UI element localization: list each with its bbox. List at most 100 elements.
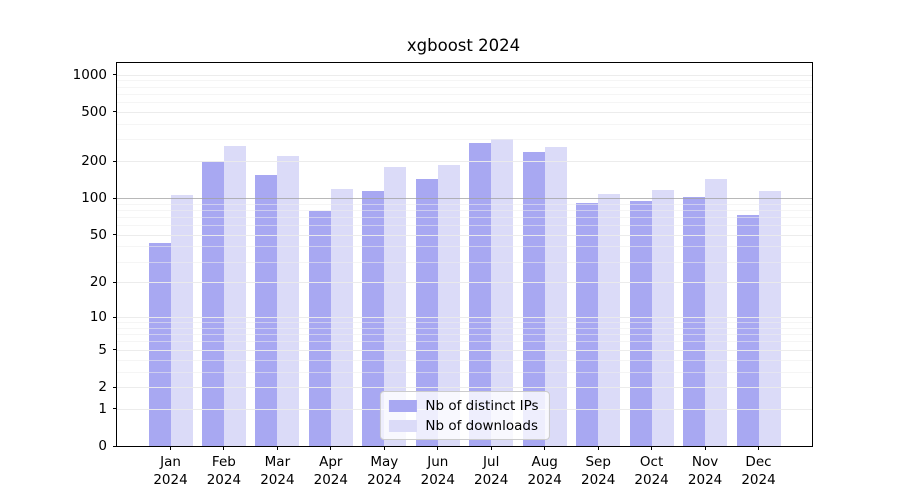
gridline-500 [117,111,812,113]
gridline-200 [117,161,812,162]
gridline-9 [117,322,812,324]
bar-nb-of-downloads-mar-2024 [277,156,300,446]
xtick-mark-jul-2024 [490,446,492,450]
gridline-10 [117,317,812,319]
gridline-900 [117,80,812,82]
gridline-70 [117,216,812,218]
ytick-mark-0 [113,445,117,447]
gridline-30 [117,261,812,263]
bar-nb-of-distinct-ips-nov-2024 [683,196,706,446]
ytick-label-1000: 1000 [72,66,107,83]
xtick-label-aug-2024: Aug 2024 [527,454,562,488]
xtick-mark-jun-2024 [437,446,439,450]
gridline-600 [117,102,812,104]
ytick-label-50: 50 [89,226,107,243]
ytick-mark-50 [113,234,117,236]
ytick-label-5: 5 [98,341,107,358]
xtick-label-feb-2024: Feb 2024 [206,454,242,488]
bar-nb-of-downloads-may-2024 [384,167,407,446]
xtick-mark-oct-2024 [651,446,653,450]
ytick-mark-20 [113,281,117,283]
ytick-mark-100 [113,197,117,199]
ytick-label-0: 0 [98,438,107,454]
bar-nb-of-downloads-jan-2024 [170,195,193,446]
gridline-800 [117,86,812,88]
xtick-label-nov-2024: Nov 2024 [687,454,723,488]
gridline-7 [117,334,812,336]
ytick-mark-1 [113,408,117,410]
ytick-mark-1000 [113,74,117,76]
gridline-20 [117,282,812,284]
ytick-label-100: 100 [81,190,107,206]
gridline-8 [117,327,812,329]
xtick-mark-aug-2024 [544,446,546,450]
gridline-300 [117,139,812,141]
chart-title: xgboost 2024 [406,36,521,55]
xtick-mark-mar-2024 [276,446,278,450]
legend-row-nb-of-downloads: Nb of downloads [388,417,538,434]
bar-nb-of-downloads-nov-2024 [705,178,728,446]
gridline-80 [117,209,812,211]
gridline-700 [117,93,812,95]
ytick-mark-200 [113,160,117,162]
legend-row-nb-of-distinct-ips: Nb of distinct IPs [388,397,539,414]
ytick-label-500: 500 [81,103,107,120]
gridline-400 [117,123,812,125]
gridline-5 [117,349,812,351]
ytick-label-1: 1 [98,400,107,417]
xtick-mark-nov-2024 [704,446,706,450]
xtick-mark-feb-2024 [223,446,225,450]
bar-nb-of-downloads-jul-2024 [491,138,514,446]
bar-nb-of-distinct-ips-sep-2024 [576,203,599,446]
ytick-mark-2 [113,386,117,388]
xtick-label-mar-2024: Mar 2024 [260,454,295,488]
bar-nb-of-distinct-ips-jun-2024 [415,178,438,446]
xtick-label-jun-2024: Jun 2024 [420,454,455,488]
ytick-label-200: 200 [81,153,107,169]
bar-nb-of-downloads-dec-2024 [758,190,781,446]
ytick-label-20: 20 [89,274,107,291]
gridline-6 [117,341,812,343]
ytick-mark-5 [113,349,117,351]
gridline-1000 [117,74,812,76]
gridline-100 [117,198,812,199]
gridline-40 [117,246,812,248]
bar-nb-of-downloads-sep-2024 [598,193,621,446]
xtick-label-may-2024: May 2024 [367,454,402,488]
xtick-mark-may-2024 [383,446,385,450]
ytick-mark-500 [113,111,117,113]
bar-nb-of-distinct-ips-mar-2024 [255,174,278,446]
gridline-2 [117,387,812,388]
xtick-mark-apr-2024 [330,446,332,450]
legend: Nb of distinct IPs Nb of downloads [379,391,550,440]
bar-nb-of-distinct-ips-dec-2024 [736,214,759,446]
xtick-label-sep-2024: Sep 2024 [581,454,616,488]
ytick-label-2: 2 [98,379,107,395]
bar-nb-of-downloads-aug-2024 [544,147,567,446]
legend-label-nb-of-distinct-ips: Nb of distinct IPs [425,397,539,414]
bar-nb-of-distinct-ips-may-2024 [362,191,385,446]
bar-nb-of-distinct-ips-jan-2024 [148,242,171,446]
legend-label-nb-of-downloads: Nb of downloads [425,417,538,434]
xtick-mark-jan-2024 [170,446,171,450]
gridline-4 [117,359,812,361]
ytick-label-10: 10 [89,309,107,326]
xtick-label-jul-2024: Jul 2024 [474,454,509,488]
bar-nb-of-downloads-feb-2024 [223,145,246,446]
xtick-label-jan-2024: Jan 2024 [153,454,188,488]
gridline-60 [117,225,812,227]
ytick-mark-10 [113,316,117,318]
xtick-label-apr-2024: Apr 2024 [313,454,348,488]
plot-area: 0 1 2 5 10 20 50 100 200 500 1000 Jan 2024 Feb 2024 Mar… [73,62,813,488]
bar-nb-of-distinct-ips-feb-2024 [201,161,224,446]
xtick-label-oct-2024: Oct 2024 [634,454,669,488]
gridline-3 [117,371,812,373]
xtick-mark-dec-2024 [758,446,759,450]
bar-nb-of-distinct-ips-jul-2024 [469,143,492,446]
legend-swatch-nb-of-distinct-ips [388,399,417,412]
xtick-mark-sep-2024 [597,446,599,450]
gridline-50 [117,234,812,236]
legend-swatch-nb-of-downloads [388,419,417,432]
gridline-90 [117,203,812,205]
